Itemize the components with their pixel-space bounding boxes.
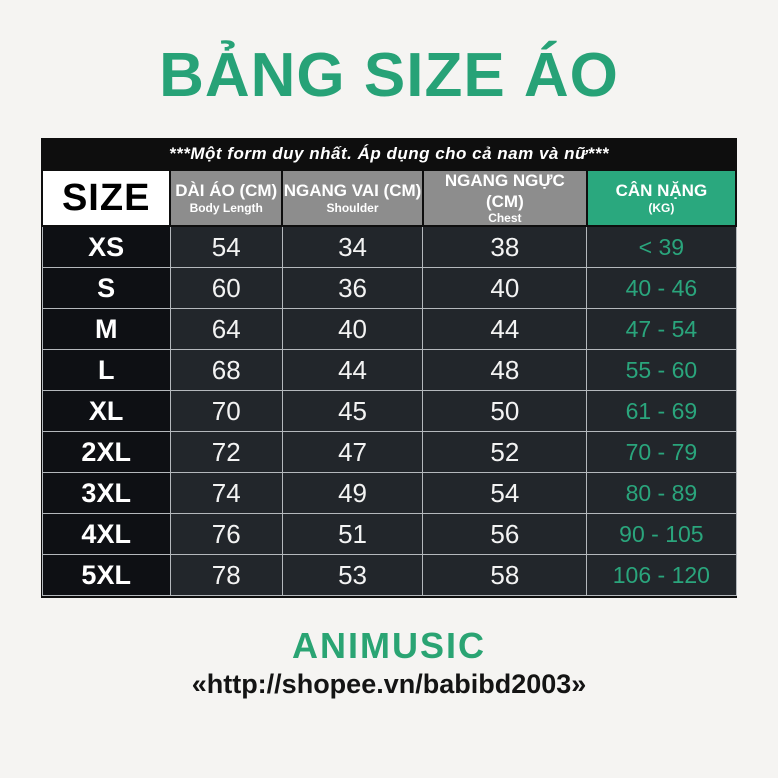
col-header-label: CÂN NẶNG	[615, 181, 708, 201]
body-length-cell: 64	[169, 308, 283, 351]
table-note: ***Một form duy nhất. Áp dụng cho cả nam…	[41, 138, 737, 170]
body-length-cell: 72	[169, 431, 283, 474]
chest-cell: 44	[422, 308, 588, 351]
size-cell: 4XL	[41, 513, 171, 556]
shoulder-cell: 47	[281, 431, 424, 474]
weight-cell: 61 - 69	[586, 390, 737, 433]
col-header-sublabel: Chest	[488, 210, 522, 225]
col-header-sublabel: Shoulder	[326, 200, 379, 215]
shoulder-cell: 34	[281, 225, 424, 269]
size-cell: L	[41, 349, 171, 392]
size-cell: XS	[41, 225, 171, 269]
chest-cell: 50	[422, 390, 588, 433]
size-cell: 3XL	[41, 472, 171, 515]
shoulder-cell: 44	[281, 349, 424, 392]
table-row: XS 54 34 38 < 39	[41, 225, 737, 269]
col-header-sublabel: (KG)	[648, 200, 675, 215]
size-cell: XL	[41, 390, 171, 433]
body-length-cell: 70	[169, 390, 283, 433]
table-row: 3XL 74 49 54 80 - 89	[41, 472, 737, 515]
shop-url: «http://shopee.vn/babibd2003»	[191, 668, 587, 699]
weight-cell: 47 - 54	[586, 308, 737, 351]
weight-cell: 70 - 79	[586, 431, 737, 474]
chest-cell: 52	[422, 431, 588, 474]
col-header-shoulder: NGANG VAI (CM) Shoulder	[281, 169, 424, 228]
weight-cell: 90 - 105	[586, 513, 737, 556]
col-header-label: DÀI ÁO (CM)	[175, 181, 278, 201]
weight-cell: 55 - 60	[586, 349, 737, 392]
table-row: S 60 36 40 40 - 46	[41, 267, 737, 310]
chest-cell: 56	[422, 513, 588, 556]
size-cell: 2XL	[41, 431, 171, 474]
size-cell: M	[41, 308, 171, 351]
size-cell: S	[41, 267, 171, 310]
chest-cell: 40	[422, 267, 588, 310]
header-row: SIZE DÀI ÁO (CM) Body Length NGANG VAI (…	[40, 169, 738, 228]
col-header-weight: CÂN NẶNG (KG)	[585, 169, 738, 228]
chest-cell: 38	[422, 225, 588, 269]
size-cell: 5XL	[41, 554, 171, 597]
shoulder-cell: 53	[281, 554, 424, 597]
col-header-label: NGANG NGỰC (CM)	[444, 171, 565, 211]
table-row: 5XL 78 53 58 106 - 120	[41, 554, 737, 597]
table-row: 4XL 76 51 56 90 - 105	[41, 513, 737, 556]
chest-cell: 58	[422, 554, 588, 597]
weight-cell: < 39	[586, 225, 737, 269]
col-header-label: NGANG VAI (CM)	[283, 181, 422, 201]
table-row: XL 70 45 50 61 - 69	[41, 390, 737, 433]
col-header-body-length: DÀI ÁO (CM) Body Length	[169, 169, 284, 228]
shoulder-cell: 36	[281, 267, 424, 310]
body-length-cell: 60	[169, 267, 283, 310]
body-length-cell: 54	[169, 225, 283, 269]
size-table-grid: SIZE DÀI ÁO (CM) Body Length NGANG VAI (…	[40, 169, 738, 597]
body-length-cell: 78	[169, 554, 283, 597]
body-length-cell: 76	[169, 513, 283, 556]
shoulder-cell: 45	[281, 390, 424, 433]
body-length-cell: 68	[169, 349, 283, 392]
brand-name: ANIMUSIC	[292, 625, 486, 667]
table-row: 2XL 72 47 52 70 - 79	[41, 431, 737, 474]
table-row: M 64 40 44 47 - 54	[41, 308, 737, 351]
page-title: BẢNG SIZE ÁO	[159, 41, 619, 110]
chest-cell: 48	[422, 349, 588, 392]
size-table: ***Một form duy nhất. Áp dụng cho cả nam…	[40, 138, 738, 599]
col-header-size: SIZE	[40, 169, 172, 228]
chest-cell: 54	[422, 472, 588, 515]
shoulder-cell: 49	[281, 472, 424, 515]
body-length-cell: 74	[169, 472, 283, 515]
col-header-chest: NGANG NGỰC (CM) Chest	[421, 169, 588, 228]
shoulder-cell: 40	[281, 308, 424, 351]
weight-cell: 106 - 120	[586, 554, 737, 597]
weight-cell: 80 - 89	[586, 472, 737, 515]
table-row: L 68 44 48 55 - 60	[41, 349, 737, 392]
weight-cell: 40 - 46	[586, 267, 737, 310]
col-header-sublabel: Body Length	[189, 200, 263, 215]
shoulder-cell: 51	[281, 513, 424, 556]
